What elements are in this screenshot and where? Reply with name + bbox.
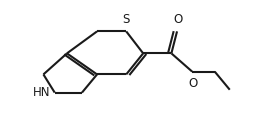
Text: S: S xyxy=(123,13,130,26)
Text: HN: HN xyxy=(32,86,50,99)
Text: O: O xyxy=(188,77,198,90)
Text: O: O xyxy=(173,13,183,26)
